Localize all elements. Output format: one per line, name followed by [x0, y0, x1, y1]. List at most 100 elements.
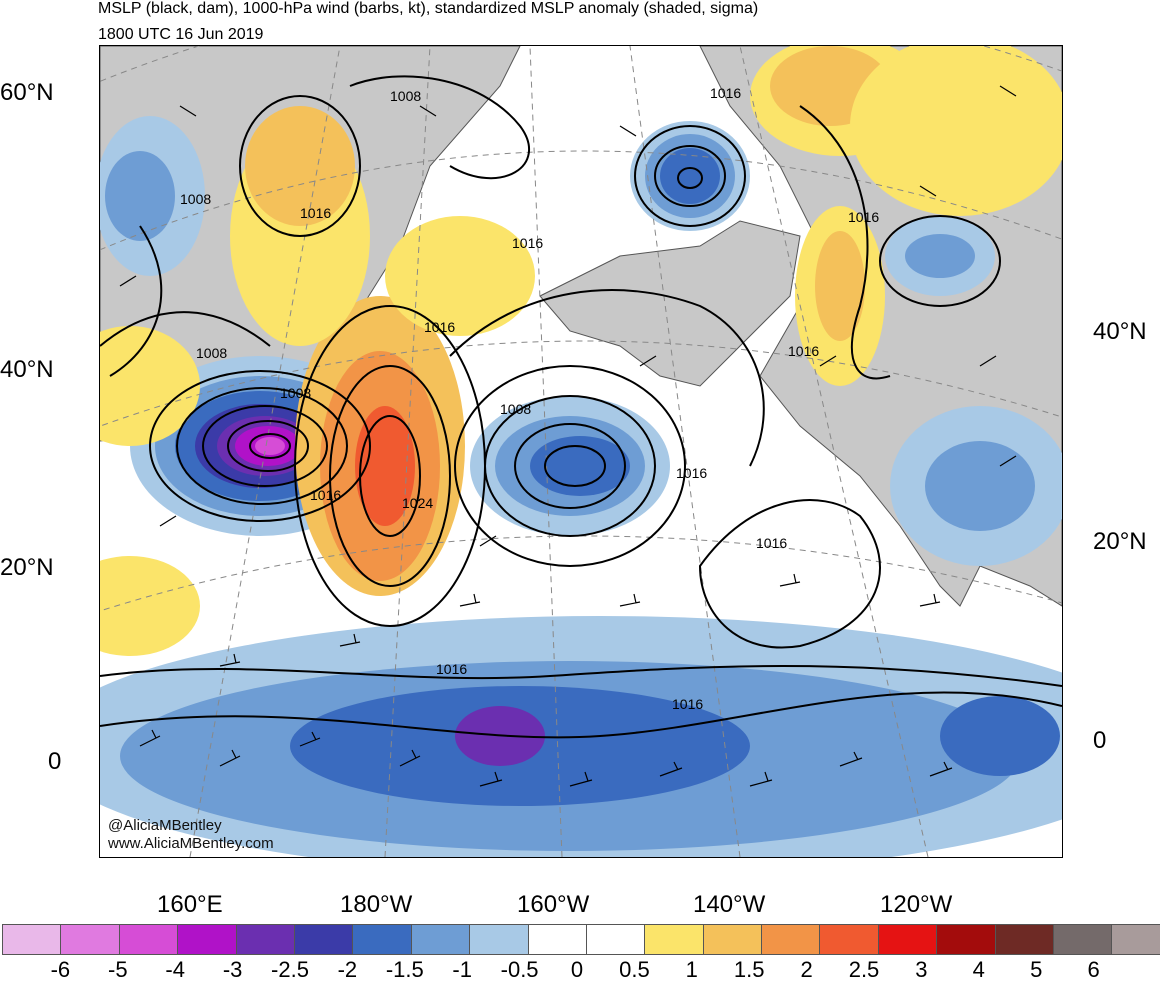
- low-contour: [249, 433, 291, 459]
- low-contour: [484, 395, 656, 537]
- contour-label: 1008: [196, 345, 227, 361]
- credit-handle: @AliciaMBentley: [108, 817, 222, 834]
- land-alaska: [539, 220, 801, 387]
- contour-label: 1008: [500, 401, 531, 417]
- isobar-1016: [799, 105, 891, 380]
- contour-label: 1008: [390, 88, 421, 104]
- lat-label-right: 40°N: [1093, 318, 1147, 345]
- colorbar-swatch: [118, 924, 179, 955]
- isobar-1016: [109, 225, 163, 377]
- contour-label: 1024: [402, 495, 433, 511]
- colorbar-label: -1: [452, 957, 472, 982]
- colorbar-label: 1: [685, 957, 698, 982]
- isobar-1008: [349, 75, 530, 180]
- lon-label: 160°W: [517, 891, 590, 918]
- colorbar-swatch: [644, 924, 704, 955]
- credit-site: www.AliciaMBentley.com: [108, 835, 274, 852]
- lon-label: 180°W: [340, 891, 413, 918]
- low-contour: [239, 95, 361, 237]
- low-contour: [227, 420, 309, 472]
- map-panel[interactable]: 1008 1016 1016 1016 1008 1008 1016 1016 …: [99, 45, 1063, 858]
- colorbar-label: 4: [972, 957, 985, 982]
- isobar-1016: [449, 289, 765, 467]
- lat-label-left: 40°N: [0, 356, 54, 383]
- colorbar-swatch: [60, 924, 120, 955]
- contour-label: 1016: [756, 535, 787, 551]
- isobar-1016: [100, 691, 1062, 739]
- isobar-1016: [100, 311, 271, 347]
- contour-label: 1016: [300, 205, 331, 221]
- low-contour: [654, 145, 726, 207]
- colorbar-label: 3: [915, 957, 928, 982]
- lat-label-left: 20°N: [0, 554, 54, 581]
- colorbar-label: 0.5: [619, 957, 650, 982]
- low-contour: [634, 125, 746, 227]
- contour-label: 1016: [848, 209, 879, 225]
- colorbar: [2, 924, 1160, 955]
- colorbar-swatch: [527, 924, 587, 955]
- lat-label-left: 0: [48, 748, 62, 775]
- low-contour: [514, 423, 626, 509]
- colorbar-label: -2: [337, 957, 358, 982]
- contour-label: 1016: [310, 487, 341, 503]
- colorbar-swatch: [936, 924, 996, 955]
- colorbar-swatch: [2, 924, 62, 955]
- colorbar-swatch: [235, 924, 295, 955]
- colorbar-label: -4: [165, 957, 185, 982]
- colorbar-swatch: [994, 924, 1055, 955]
- low-contour: [202, 405, 328, 487]
- isobar-1016: [100, 665, 1062, 687]
- colorbar-swatch: [585, 924, 646, 955]
- low-contour: [879, 215, 1001, 307]
- contour-label: 1016: [788, 343, 819, 359]
- colorbar-swatch: [293, 924, 354, 955]
- isobar-1016: [698, 499, 881, 649]
- low-contour: [176, 387, 348, 505]
- low-contour: [454, 365, 686, 567]
- colorbar-swatch: [1111, 924, 1160, 955]
- lon-label: 140°W: [693, 891, 766, 918]
- lon-label: 160°E: [157, 891, 223, 918]
- colorbar-swatch: [702, 924, 763, 955]
- colorbar-label: -5: [108, 957, 128, 982]
- high-contour: [359, 415, 421, 537]
- contour-label: 1016: [424, 319, 455, 335]
- colorbar-label: 1.5: [733, 957, 765, 982]
- wind-barbs: [119, 85, 1017, 787]
- low-contour: [544, 445, 606, 487]
- colorbar-label: -0.5: [500, 957, 539, 982]
- colorbar-swatch: [819, 924, 879, 955]
- chart-title: MSLP (black, dam), 1000-hPa wind (barbs,…: [98, 0, 759, 17]
- contour-label: 1008: [280, 385, 311, 401]
- contour-label: 1016: [676, 465, 707, 481]
- colorbar-label: 2.5: [848, 957, 880, 982]
- colorbar-swatch: [761, 924, 821, 955]
- colorbar-swatch: [410, 924, 471, 955]
- valid-time: 1800 UTC 16 Jun 2019: [98, 26, 264, 43]
- colorbar-label: 2: [800, 957, 813, 982]
- contour-label: 1016: [436, 661, 467, 677]
- colorbar-label: 5: [1030, 957, 1043, 982]
- lat-label-right: 20°N: [1093, 528, 1147, 555]
- colorbar-label: 6: [1087, 957, 1100, 982]
- low-contour: [149, 370, 371, 522]
- contour-label: 1016: [672, 696, 703, 712]
- colorbar-swatch: [877, 924, 938, 955]
- lat-label-left: 60°N: [0, 79, 54, 106]
- colorbar-label: -3: [222, 957, 243, 982]
- contour-label: 1008: [180, 191, 211, 207]
- colorbar-label: -6: [50, 957, 71, 982]
- mslp-contours: [100, 75, 1062, 739]
- contour-labels: 1008 1016 1016 1016 1008 1008 1016 1016 …: [180, 85, 879, 712]
- lat-label-right: 0: [1093, 727, 1107, 754]
- colorbar-swatch: [352, 924, 412, 955]
- colorbar-swatch: [1053, 924, 1113, 955]
- contour-label: 1016: [512, 235, 543, 251]
- contour-label: 1016: [710, 85, 741, 101]
- map-canvas: 1008 1016 1016 1016 1008 1008 1016 1016 …: [100, 46, 1062, 857]
- colorbar-label: 0: [570, 957, 584, 982]
- lon-label: 120°W: [880, 891, 953, 918]
- colorbar-swatch: [177, 924, 237, 955]
- high-contour: [329, 365, 451, 587]
- colorbar-label: -1.5: [385, 957, 424, 982]
